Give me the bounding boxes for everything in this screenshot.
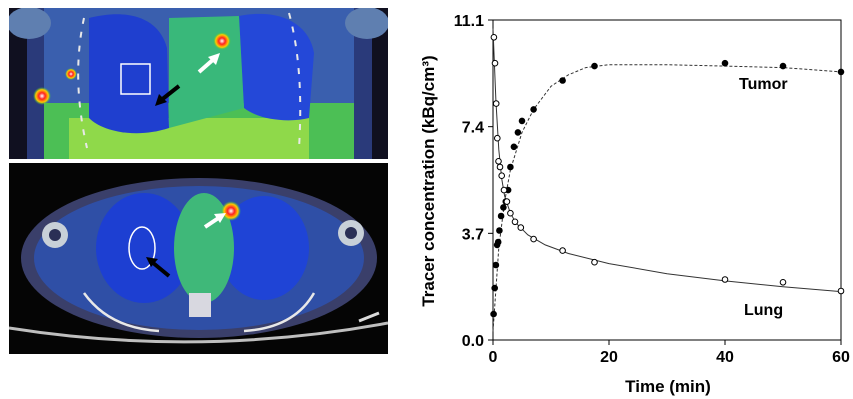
- data-point-tumor: [490, 310, 497, 318]
- data-point-lung: [779, 279, 787, 286]
- data-point-tumor: [500, 204, 507, 211]
- fit-curve-tumor: [492, 64, 842, 332]
- data-point-tumor: [491, 284, 498, 292]
- series-label-lung: Lung: [744, 302, 783, 319]
- data-point-tumor: [496, 227, 503, 234]
- chart-axes: 0.0 3.7 7.4 11.1 0 20 40 60: [454, 13, 850, 366]
- data-point-lung: [500, 186, 508, 194]
- x-axis-label: Time (min): [625, 377, 711, 396]
- data-point-tumor: [518, 117, 526, 125]
- data-point-tumor: [779, 62, 787, 70]
- data-point-tumor: [492, 261, 500, 269]
- y-axis-label: Tracer concentration (kBq/cm³): [419, 55, 438, 306]
- data-point-lung: [498, 172, 505, 179]
- data-point-tumor: [591, 62, 598, 70]
- x-tick-label: 0: [489, 349, 498, 366]
- data-point-lung: [491, 59, 499, 67]
- data-point-lung: [490, 34, 498, 41]
- time-activity-chart: 0.0 3.7 7.4 11.1 0 20 40 60 Tracer concentratio…: [419, 13, 850, 396]
- data-point-lung: [494, 134, 501, 142]
- data-point-tumor: [494, 238, 502, 246]
- data-points: [490, 34, 845, 318]
- fit-curves: [492, 28, 842, 332]
- data-point-lung: [495, 158, 502, 165]
- data-point-lung: [837, 287, 845, 295]
- x-tick-label: 60: [832, 349, 850, 366]
- fit-curve-lung: [492, 28, 842, 293]
- data-point-tumor: [837, 68, 845, 76]
- data-point-lung: [507, 209, 514, 217]
- axial-pet-ct-image: [9, 163, 388, 354]
- x-tick-label: 20: [600, 349, 618, 366]
- y-tick-label: 11.1: [454, 13, 484, 30]
- y-tick-label: 7.4: [462, 120, 484, 137]
- y-tick-label: 3.7: [462, 226, 484, 243]
- data-point-lung: [496, 163, 504, 171]
- data-point-tumor: [559, 77, 566, 84]
- data-point-tumor: [530, 106, 537, 113]
- coronal-pet-ct-image: [9, 8, 388, 159]
- data-point-lung: [511, 218, 519, 226]
- data-point-lung: [591, 258, 598, 266]
- plot-frame: [492, 19, 842, 341]
- data-point-tumor: [507, 163, 514, 171]
- data-point-lung: [530, 235, 537, 243]
- data-point-lung: [517, 224, 525, 231]
- data-point-tumor: [510, 143, 518, 151]
- series-label-tumor: Tumor: [739, 76, 788, 93]
- data-point-lung: [721, 276, 729, 283]
- data-point-lung: [492, 100, 500, 107]
- data-point-tumor: [514, 129, 522, 136]
- data-point-tumor: [497, 212, 505, 220]
- y-tick-label: 0.0: [462, 333, 484, 350]
- data-point-lung: [559, 247, 566, 254]
- data-point-lung: [503, 198, 511, 205]
- chart-labels: Tracer concentration (kBq/cm³) Time (min…: [419, 55, 788, 396]
- data-point-tumor: [721, 59, 729, 67]
- x-tick-label: 40: [716, 349, 734, 366]
